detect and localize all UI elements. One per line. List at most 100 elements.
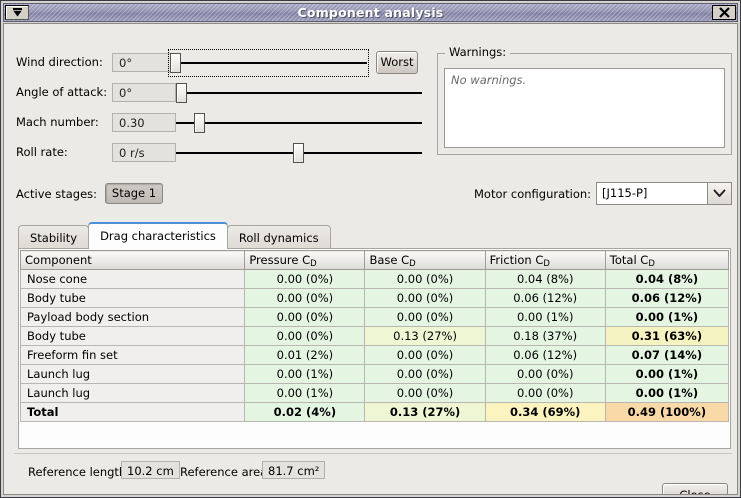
cell-value: 0.02 (4%) [244, 402, 366, 422]
window-title: Component analysis [297, 5, 444, 20]
cell-value: 0.00 (1%) [244, 383, 366, 403]
cell-value: 0.00 (0%) [364, 345, 486, 365]
window-menu-icon[interactable] [5, 5, 29, 20]
column-header-total-cd[interactable]: Total CD [604, 250, 730, 270]
cell-value: 0.00 (1%) [605, 364, 730, 384]
cell-value: 0.00 (1%) [244, 364, 366, 384]
angle-of-attack-slider[interactable] [176, 81, 422, 105]
reference-length-value: 10.2 cm [121, 461, 180, 479]
table-row[interactable]: Payload body section 0.00 (0%) 0.00 (0%) 0.… [19, 307, 730, 327]
slider-thumb[interactable] [170, 53, 181, 73]
cell-value: 0.04 (8%) [485, 269, 606, 289]
header-text: Component [25, 253, 92, 267]
cell-value: 0.06 (12%) [485, 288, 606, 308]
cell-component-name: Nose cone [19, 269, 246, 289]
dialog-content: Wind direction: 0° Worst Angle of attack… [3, 23, 738, 495]
param-row-wind-direction: Wind direction: 0° [4, 51, 176, 73]
header-text: Pressure C [249, 253, 311, 267]
table-row[interactable]: Launch lug 0.00 (1%) 0.00 (0%) 0.00 (0%) 0.0… [19, 383, 730, 403]
table-row[interactable]: Body tube 0.00 (0%) 0.13 (27%) 0.18 (37%) 0.… [19, 326, 730, 346]
cell-value: 0.31 (63%) [605, 326, 730, 346]
tab-stability[interactable]: Stability [18, 225, 90, 249]
wind-direction-slider[interactable] [168, 49, 369, 77]
table-row[interactable]: Nose cone 0.00 (0%) 0.00 (0%) 0.04 (8%) 0.04… [19, 269, 730, 289]
cell-value: 0.00 (0%) [485, 383, 606, 403]
tab-roll-dynamics[interactable]: Roll dynamics [226, 225, 331, 249]
mach-number-value: 0.30 [112, 112, 176, 132]
roll-rate-value: 0 r/s [112, 142, 176, 162]
header-subscript: D [648, 259, 655, 269]
cell-value: 0.00 (0%) [485, 364, 606, 384]
tab-drag-characteristics[interactable]: Drag characteristics [88, 222, 228, 249]
cell-value: 0.34 (69%) [485, 402, 606, 422]
cell-value: 0.13 (27%) [364, 402, 486, 422]
header-text: Total C [609, 253, 649, 267]
reference-area-label: Reference area: [180, 465, 272, 479]
header-subscript: D [310, 259, 317, 269]
column-header-pressure-cd[interactable]: Pressure CD [244, 250, 366, 270]
worst-button[interactable]: Worst [376, 51, 418, 74]
motor-configuration-label: Motor configuration: [474, 187, 592, 201]
cell-value: 0.49 (100%) [605, 402, 730, 422]
column-header-base-cd[interactable]: Base CD [364, 250, 486, 270]
header-subscript: D [543, 259, 550, 269]
cell-value: 0.00 (0%) [364, 383, 486, 403]
table-row[interactable]: Total 0.02 (4%) 0.13 (27%) 0.34 (69%) 0.49 (… [19, 402, 730, 422]
close-button[interactable]: Close [662, 483, 728, 494]
mach-number-slider[interactable] [176, 111, 422, 135]
cell-component-name: Body tube [19, 288, 246, 308]
roll-rate-label: Roll rate: [16, 145, 68, 159]
cell-value: 0.00 (0%) [364, 269, 486, 289]
title-bar[interactable]: Component analysis [3, 3, 738, 22]
cell-value: 0.00 (0%) [364, 288, 486, 308]
column-header-friction-cd[interactable]: Friction CD [484, 250, 606, 270]
slider-thumb[interactable] [176, 83, 187, 103]
table-body: Nose cone 0.00 (0%) 0.00 (0%) 0.04 (8%) 0.04… [19, 269, 730, 422]
drag-characteristics-panel: Component Pressure CD Base CD Friction C… [18, 248, 731, 449]
slider-thumb[interactable] [194, 113, 205, 133]
chevron-down-glyph [713, 189, 726, 197]
cell-component-name: Launch lug [19, 383, 246, 403]
slider-thumb[interactable] [293, 143, 304, 163]
table-row[interactable]: Freeform fin set 0.01 (2%) 0.00 (0%) 0.06 (… [19, 345, 730, 365]
drag-table: Component Pressure CD Base CD Friction C… [19, 250, 730, 422]
motor-configuration-select[interactable]: [J115-P] [596, 182, 732, 205]
reference-length-label: Reference length: [28, 465, 131, 479]
warnings-text-area[interactable]: No warnings. [444, 68, 725, 148]
cell-value: 0.00 (0%) [364, 364, 486, 384]
window-menu-glyph [12, 8, 22, 17]
header-text: Base C [369, 253, 410, 267]
cell-value: 0.00 (1%) [605, 383, 730, 403]
angle-of-attack-value: 0° [112, 82, 176, 102]
table-row[interactable]: Launch lug 0.00 (1%) 0.00 (0%) 0.00 (0%) 0.0… [19, 364, 730, 384]
chevron-down-icon[interactable] [708, 182, 732, 205]
header-subscript: D [409, 259, 416, 269]
table-row[interactable]: Body tube 0.00 (0%) 0.00 (0%) 0.06 (12%) 0.0… [19, 288, 730, 308]
cell-component-name: Launch lug [19, 364, 246, 384]
cell-component-name: Body tube [19, 326, 246, 346]
cell-component-name: Payload body section [19, 307, 246, 327]
cell-value: 0.04 (8%) [605, 269, 730, 289]
wind-direction-label: Wind direction: [16, 55, 103, 69]
column-header-component[interactable]: Component [19, 250, 246, 270]
cell-value: 0.00 (0%) [364, 307, 486, 327]
wind-direction-value: 0° [112, 52, 176, 72]
table-header-row: Component Pressure CD Base CD Friction C… [19, 250, 730, 270]
slider-track [170, 62, 367, 64]
cell-value: 0.13 (27%) [364, 326, 486, 346]
cell-component-name: Freeform fin set [19, 345, 246, 365]
cell-value: 0.00 (0%) [244, 269, 366, 289]
close-icon[interactable] [712, 5, 736, 20]
stage-1-toggle[interactable]: Stage 1 [105, 183, 163, 204]
footer-separator [14, 453, 732, 455]
cell-value: 0.06 (12%) [485, 345, 606, 365]
header-text: Friction C [489, 253, 544, 267]
cell-value: 0.00 (1%) [605, 307, 730, 327]
roll-rate-slider[interactable] [176, 141, 422, 165]
tab-strip: Stability Drag characteristics Roll dyna… [18, 222, 331, 249]
reference-area-value: 81.7 cm² [262, 461, 326, 479]
slider-track [176, 122, 422, 124]
mach-number-label: Mach number: [16, 115, 99, 129]
cell-value: 0.06 (12%) [605, 288, 730, 308]
